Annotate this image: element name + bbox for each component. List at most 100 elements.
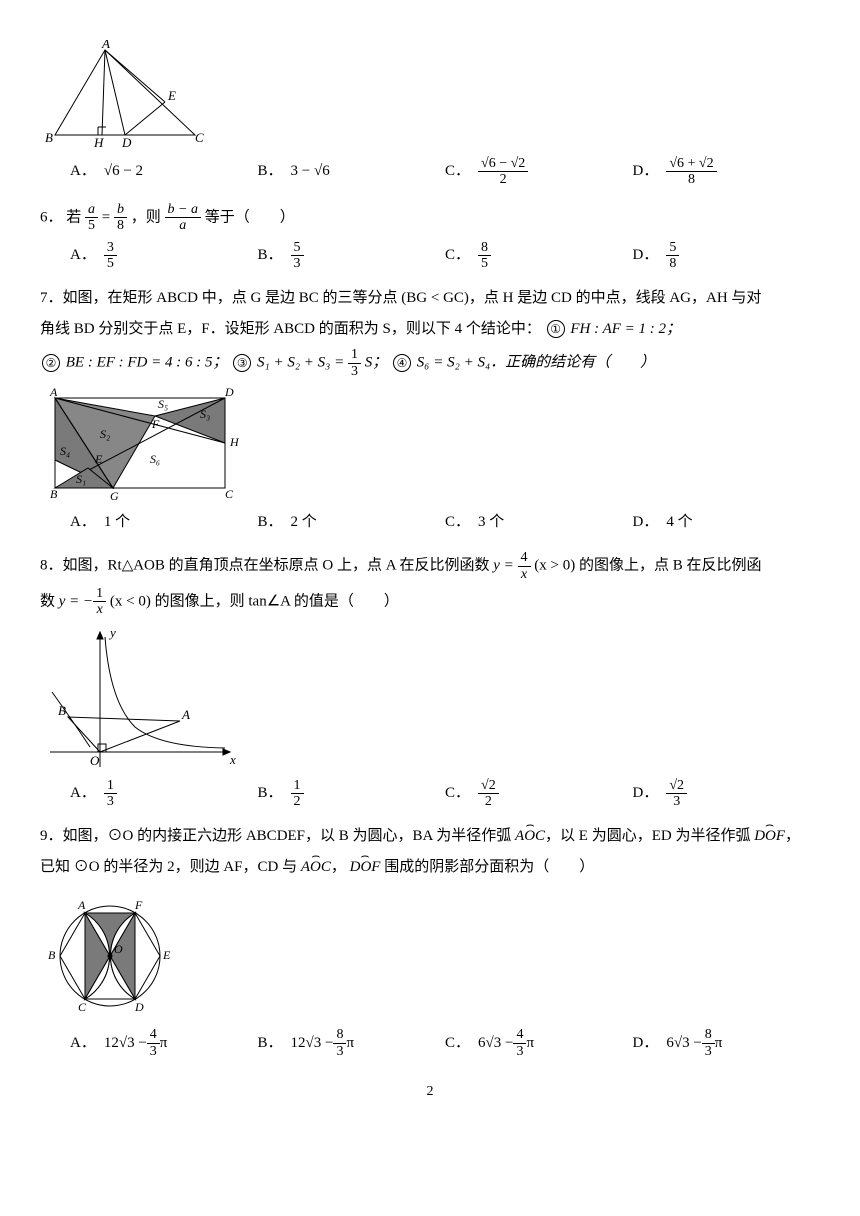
q8-option-c[interactable]: C．√22 xyxy=(445,778,633,810)
svg-text:G: G xyxy=(110,489,119,503)
q7-c2-text: BE : EF : FD = 4 : 6 : 5； xyxy=(62,355,228,371)
question-9: 9．如图，⊙O 的内接正六边形 ABCDEF，以 B 为圆心，BA 为半径作弧 … xyxy=(40,823,820,1059)
svg-text:x: x xyxy=(229,752,236,767)
q7-line2-pre: 角线 BD 分别交于点 E，F．设矩形 ABCD 的面积为 S，则以下 4 个结… xyxy=(40,321,541,337)
q6-options: A．35 B．53 C．85 D．58 xyxy=(70,240,820,272)
q5-option-d[interactable]: D． √6 + √28 xyxy=(633,156,821,188)
q8-option-a[interactable]: A．13 xyxy=(70,778,258,810)
svg-text:H: H xyxy=(93,135,104,150)
q9-l2b: ， xyxy=(331,859,346,875)
q8-y1: y = xyxy=(493,557,517,573)
svg-text:S₁: S₁ xyxy=(76,472,86,486)
svg-text:F: F xyxy=(151,417,160,431)
q9-l1b: ，以 E 为圆心，ED 为半径作弧 xyxy=(545,828,754,844)
svg-text:A: A xyxy=(77,898,86,912)
q6-text-pre: 若 xyxy=(66,209,81,225)
q8-f1cond: (x > 0) 的图像上，点 B 在反比例函 xyxy=(531,557,762,573)
q9-arc1: AOC xyxy=(515,823,545,850)
q6-eq: = xyxy=(102,209,110,225)
q8-l2: 数 xyxy=(40,593,59,609)
svg-text:S₂: S₂ xyxy=(100,427,110,441)
q5-figure: A B C D E H xyxy=(40,40,210,150)
q9-option-a[interactable]: A．12√3 − 43π xyxy=(70,1027,258,1059)
svg-text:C: C xyxy=(225,487,234,501)
q9-number: 9． xyxy=(40,828,63,844)
q9-l1c: ， xyxy=(785,828,800,844)
q6-option-d[interactable]: D．58 xyxy=(633,240,821,272)
svg-text:B: B xyxy=(58,703,66,718)
q7-options: A．1 个 B．2 个 C．3 个 D．4 个 xyxy=(70,509,820,536)
q8-option-b[interactable]: B．12 xyxy=(258,778,446,810)
q6-text-mid: ，则 xyxy=(131,209,161,225)
q7-c2: ② xyxy=(42,354,60,372)
q8-number: 8． xyxy=(40,557,63,573)
q8-l1: 如图，Rt△AOB 的直角顶点在坐标原点 O 上，点 A 在反比例函数 xyxy=(63,557,494,573)
q8-options: A．13 B．12 C．√22 D．√23 xyxy=(70,778,820,810)
svg-text:E: E xyxy=(162,948,171,962)
question-5: A B C D E H A．√6 − 2 B．3 − √6 C． √6 − √2… xyxy=(40,40,820,188)
q7-c3-pre: S₁ + S₂ + S₃ = xyxy=(253,355,348,371)
svg-text:D: D xyxy=(224,385,234,399)
q7-c4: ④ xyxy=(393,354,411,372)
q9-arc3: AOC xyxy=(301,854,331,881)
q9-figure: A F B E C D O xyxy=(40,891,180,1021)
q9-l2c: 围成的阴影部分面积为（ ） xyxy=(380,859,594,875)
svg-text:C: C xyxy=(78,1000,87,1014)
q7-c1-text: FH : AF = 1 : 2； xyxy=(567,321,681,337)
q7-c1: ① xyxy=(547,320,565,338)
q9-arc4: DOF xyxy=(350,854,381,881)
q7-option-b[interactable]: B．2 个 xyxy=(258,509,446,536)
q7-line1: 如图，在矩形 ABCD 中，点 G 是边 BC 的三等分点 (BG < GC)，… xyxy=(63,290,762,306)
svg-text:O: O xyxy=(90,753,100,768)
svg-text:B: B xyxy=(50,487,58,501)
q6-number: 6． xyxy=(40,209,63,225)
svg-text:E: E xyxy=(94,452,103,466)
q5-option-c[interactable]: C． √6 − √22 xyxy=(445,156,633,188)
q8-f2cond: (x < 0) 的图像上，则 tan∠A 的值是（ ） xyxy=(106,593,399,609)
q5-options: A．√6 − 2 B．3 − √6 C． √6 − √22 D． √6 + √2… xyxy=(70,156,820,188)
q7-option-c[interactable]: C．3 个 xyxy=(445,509,633,536)
svg-text:S₃: S₃ xyxy=(200,407,210,421)
svg-text:B: B xyxy=(45,130,53,145)
q7-c3-post: S； xyxy=(361,355,387,371)
q5-option-b[interactable]: B．3 − √6 xyxy=(258,156,446,188)
svg-text:S₅: S₅ xyxy=(158,397,168,411)
svg-text:y: y xyxy=(108,625,116,640)
q7-option-a[interactable]: A．1 个 xyxy=(70,509,258,536)
question-6: 6． 若 a5 = b8 ，则 b − aa 等于（ ） A．35 B．53 C… xyxy=(40,202,820,272)
svg-text:A: A xyxy=(49,385,58,399)
q7-option-d[interactable]: D．4 个 xyxy=(633,509,821,536)
q9-arc2: DOF xyxy=(754,823,785,850)
q6-option-a[interactable]: A．35 xyxy=(70,240,258,272)
q8-option-d[interactable]: D．√23 xyxy=(633,778,821,810)
q6-option-b[interactable]: B．53 xyxy=(258,240,446,272)
svg-text:S₆: S₆ xyxy=(150,452,160,466)
svg-text:D: D xyxy=(134,1000,144,1014)
q6-text-post: 等于（ ） xyxy=(205,209,295,225)
q7-c4-text: S₆ = S₂ + S₄．正确的结论有（ ） xyxy=(413,355,655,371)
question-8: 8．如图，Rt△AOB 的直角顶点在坐标原点 O 上，点 A 在反比例函数 y … xyxy=(40,550,820,809)
svg-text:B: B xyxy=(48,948,56,962)
q5-option-a[interactable]: A．√6 − 2 xyxy=(70,156,258,188)
q7-number: 7． xyxy=(40,290,63,306)
q9-option-b[interactable]: B．12√3 − 83π xyxy=(258,1027,446,1059)
svg-text:C: C xyxy=(195,130,204,145)
q9-l2a: 已知 ⊙O 的半径为 2，则边 AF，CD 与 xyxy=(40,859,301,875)
q9-option-d[interactable]: D．6√3 − 83π xyxy=(633,1027,821,1059)
svg-text:D: D xyxy=(121,135,132,150)
q9-l1a: 如图，⊙O 的内接正六边形 ABCDEF，以 B 为圆心，BA 为半径作弧 xyxy=(63,828,516,844)
svg-text:F: F xyxy=(134,898,143,912)
question-7: 7．如图，在矩形 ABCD 中，点 G 是边 BC 的三等分点 (BG < GC… xyxy=(40,285,820,536)
svg-text:A: A xyxy=(181,707,190,722)
q7-figure: A D B C G H E F S₁ S₂ S₃ S₄ S₅ S₆ xyxy=(40,383,240,503)
q7-c3: ③ xyxy=(233,354,251,372)
q6-option-c[interactable]: C．85 xyxy=(445,240,633,272)
svg-text:S₄: S₄ xyxy=(60,444,70,458)
svg-text:H: H xyxy=(229,435,240,449)
q9-option-c[interactable]: C．6√3 − 43π xyxy=(445,1027,633,1059)
svg-text:E: E xyxy=(167,88,176,103)
svg-text:A: A xyxy=(101,40,110,51)
q8-y2: y = − xyxy=(59,593,93,609)
q8-figure: y x O B A xyxy=(40,622,240,772)
page-number: 2 xyxy=(40,1079,820,1104)
